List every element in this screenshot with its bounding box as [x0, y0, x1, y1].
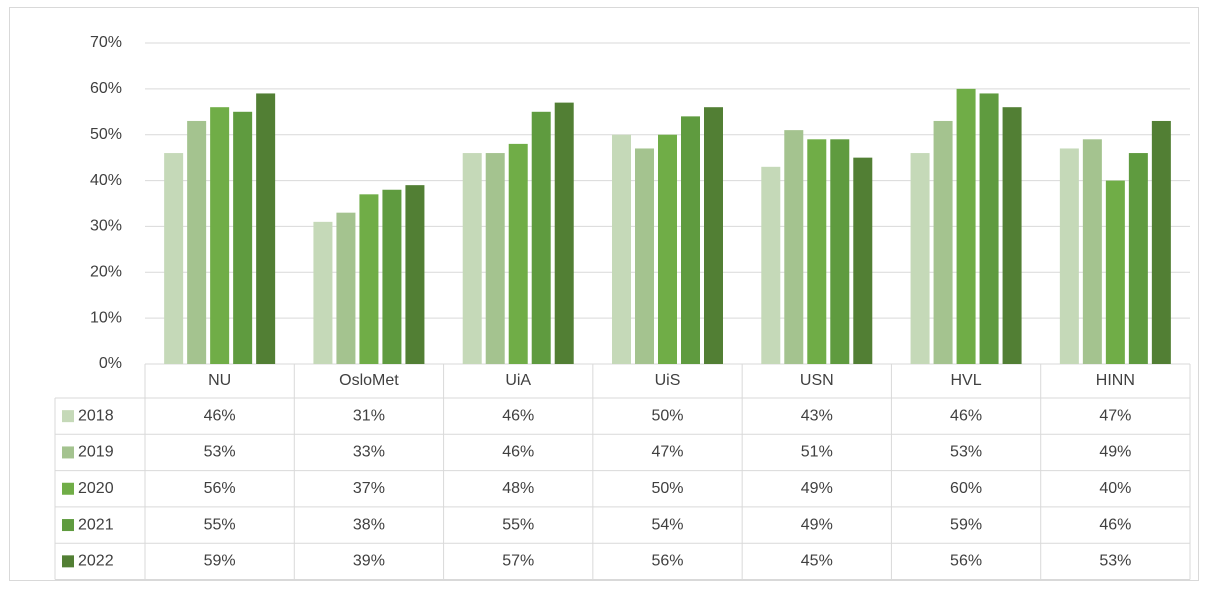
bar: [210, 107, 230, 364]
table-cell: 54%: [651, 516, 683, 533]
table-cell: 46%: [1099, 516, 1131, 533]
table-cell: 60%: [950, 480, 982, 497]
bar: [1128, 153, 1148, 364]
bar: [256, 93, 276, 364]
y-tick-label: 10%: [90, 309, 122, 326]
bar: [336, 212, 356, 364]
bar: [612, 134, 631, 364]
table-cell: 43%: [801, 407, 833, 424]
x-tick-label: OsloMet: [339, 372, 399, 389]
bar: [979, 93, 999, 364]
x-tick-label: NU: [208, 372, 231, 389]
table-cell: 57%: [502, 553, 534, 570]
table-cell: 56%: [950, 553, 982, 570]
bar: [830, 139, 850, 364]
legend-key: [62, 482, 74, 495]
bar: [164, 153, 184, 364]
bar: [405, 185, 425, 364]
legend-key: [62, 519, 74, 532]
table-cell: 46%: [502, 407, 534, 424]
bar: [658, 134, 677, 364]
legend-key: [62, 555, 74, 568]
table-cell: 51%: [801, 444, 833, 461]
legend-key: [62, 446, 74, 459]
bar: [853, 157, 873, 364]
bar: [761, 166, 781, 364]
table-cell: 40%: [1099, 480, 1131, 497]
table-cell: 45%: [801, 553, 833, 570]
bar: [933, 120, 953, 364]
bar: [359, 194, 379, 364]
table-cell: 49%: [1099, 444, 1131, 461]
table-cell: 39%: [353, 553, 385, 570]
bar: [704, 107, 723, 364]
table-cell: 55%: [502, 516, 534, 533]
chart-border: [9, 7, 1199, 581]
table-cell: 31%: [353, 407, 385, 424]
table-cell: 53%: [950, 444, 982, 461]
table-cell: 47%: [1099, 407, 1131, 424]
bar: [910, 153, 930, 364]
y-tick-label: 70%: [90, 34, 122, 51]
legend-key: [62, 410, 74, 423]
y-tick-label: 30%: [90, 218, 122, 235]
bar: [807, 139, 827, 364]
bar: [635, 148, 654, 364]
legend-label: 2021: [78, 516, 114, 533]
y-tick-label: 50%: [90, 126, 122, 143]
bar: [485, 153, 505, 364]
bar: [1105, 180, 1125, 364]
table-cell: 37%: [353, 480, 385, 497]
legend-label: 2019: [78, 444, 114, 461]
x-tick-label: USN: [800, 372, 834, 389]
table-cell: 46%: [204, 407, 236, 424]
legend-label: 2020: [78, 480, 114, 497]
bar: [784, 130, 804, 364]
bar: [508, 143, 528, 364]
x-tick-label: UiA: [505, 372, 531, 389]
bar: [233, 111, 253, 365]
table-cell: 50%: [651, 407, 683, 424]
table-cell: 49%: [801, 516, 833, 533]
bar: [313, 221, 333, 364]
bar: [1002, 107, 1022, 364]
bar: [187, 120, 207, 364]
table-cell: 47%: [651, 444, 683, 461]
x-tick-label: HVL: [951, 372, 982, 389]
table-cell: 59%: [950, 516, 982, 533]
bar: [1082, 139, 1102, 364]
x-tick-label: UiS: [655, 372, 681, 389]
bar: [554, 102, 574, 364]
bar: [462, 153, 482, 364]
table-cell: 53%: [204, 444, 236, 461]
table-cell: 49%: [801, 480, 833, 497]
y-tick-label: 0%: [99, 355, 122, 372]
table-cell: 53%: [1099, 553, 1131, 570]
bar: [681, 116, 700, 364]
bar: [382, 189, 402, 364]
y-tick-label: 40%: [90, 172, 122, 189]
legend-label: 2022: [78, 553, 114, 570]
x-tick-label: HINN: [1096, 372, 1135, 389]
table-cell: 46%: [950, 407, 982, 424]
bar: [1151, 120, 1171, 364]
table-cell: 48%: [502, 480, 534, 497]
legend-label: 2018: [78, 407, 114, 424]
table-cell: 56%: [651, 553, 683, 570]
table-cell: 59%: [204, 553, 236, 570]
table-cell: 33%: [353, 444, 385, 461]
table-cell: 38%: [353, 516, 385, 533]
table-cell: 56%: [204, 480, 236, 497]
y-tick-label: 20%: [90, 264, 122, 281]
table-cell: 46%: [502, 444, 534, 461]
bar: [1059, 148, 1079, 364]
bar: [531, 111, 551, 365]
table-cell: 50%: [651, 480, 683, 497]
bar: [956, 88, 976, 364]
y-tick-label: 60%: [90, 80, 122, 97]
table-cell: 55%: [204, 516, 236, 533]
